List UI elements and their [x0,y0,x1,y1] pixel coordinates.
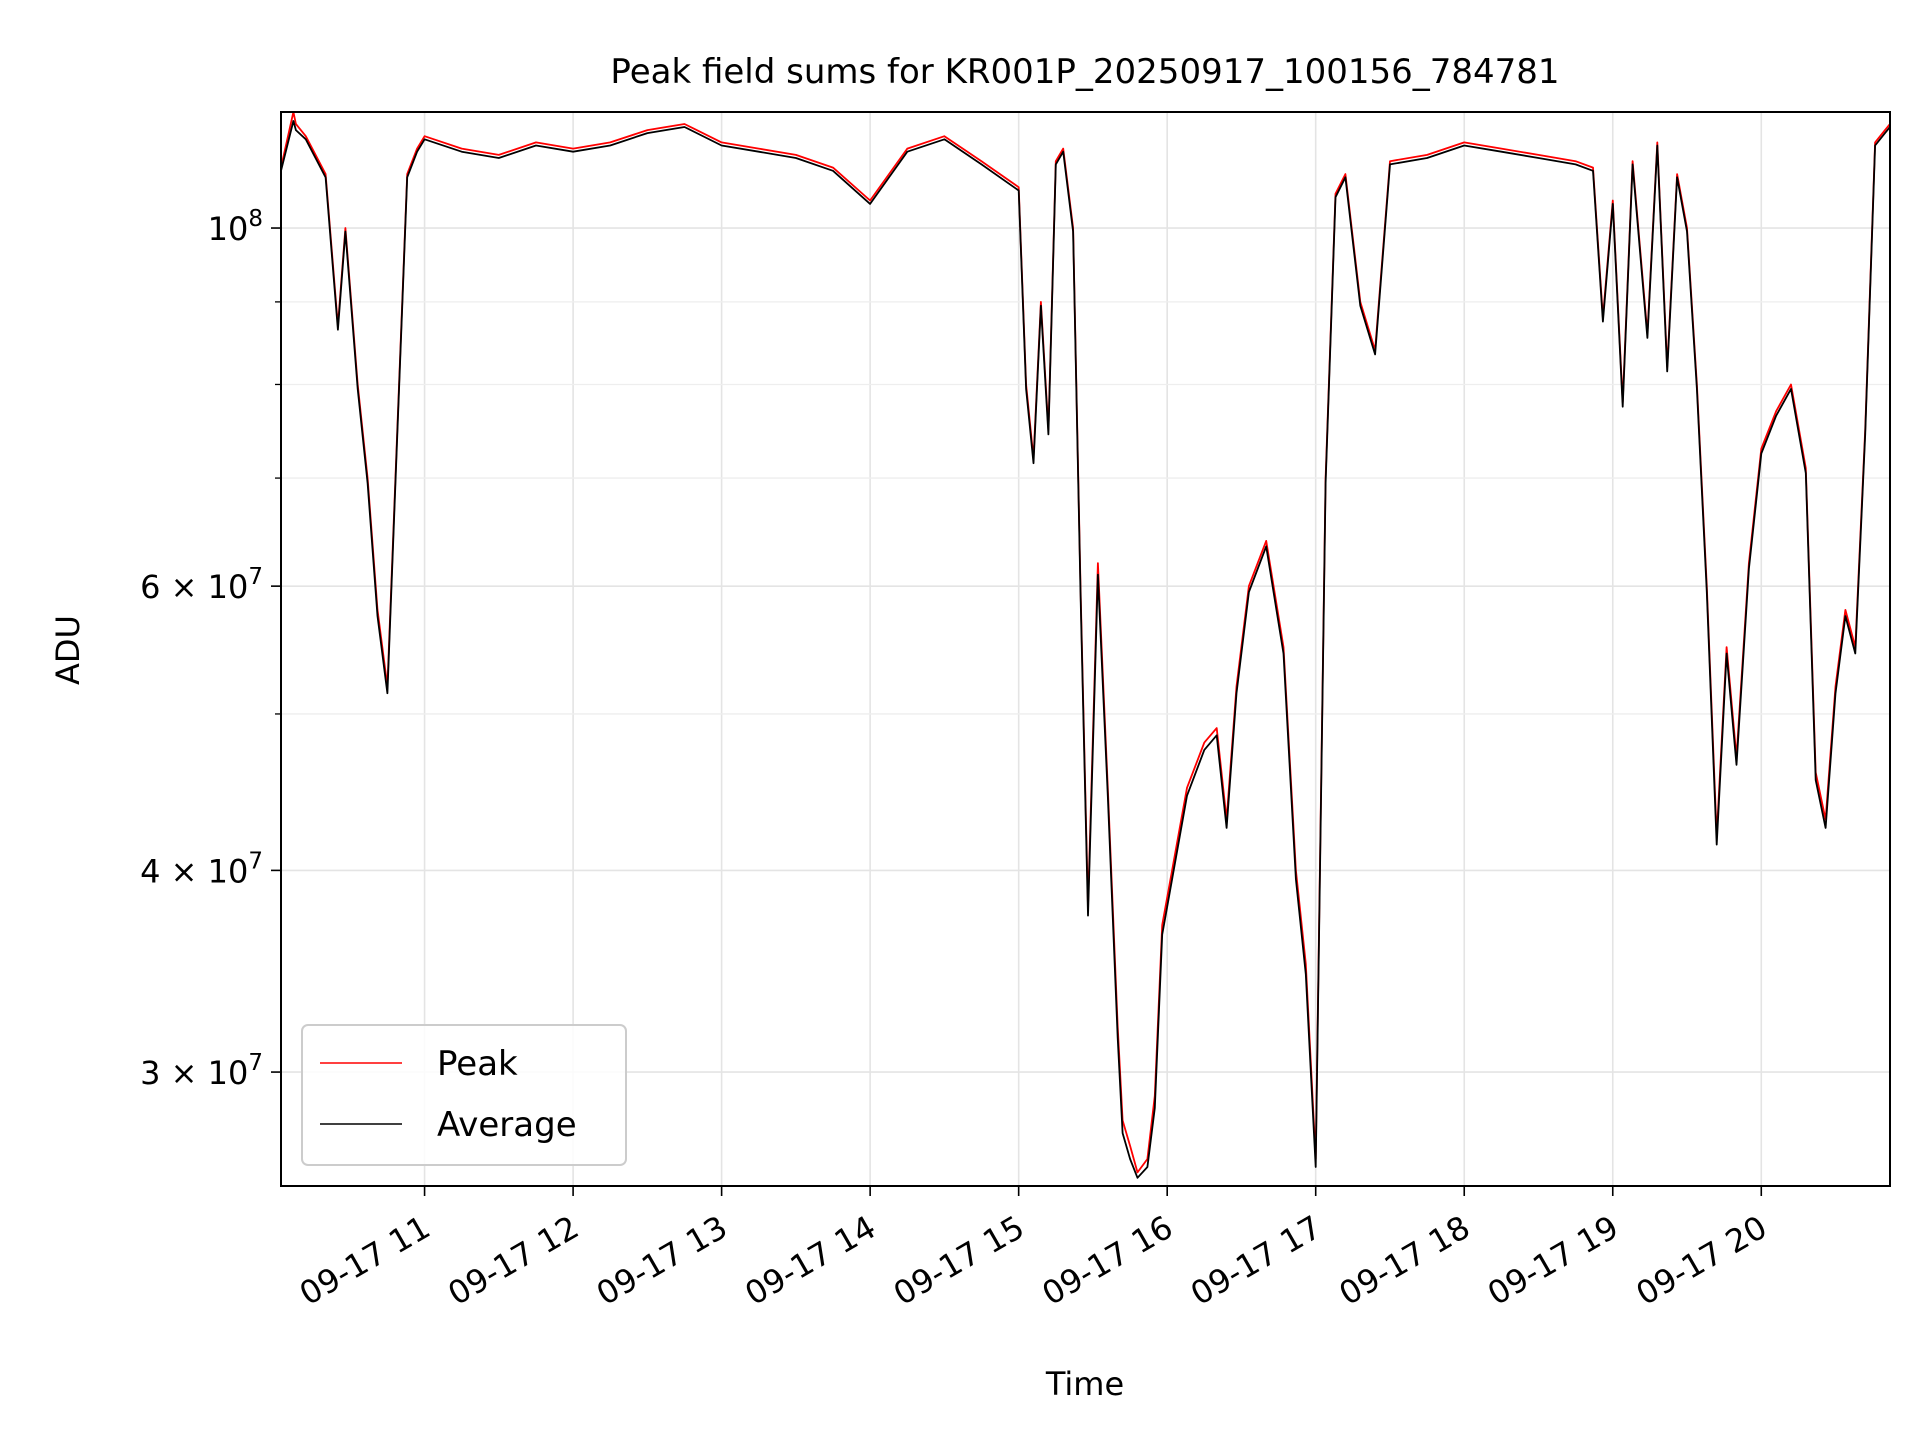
series-line-average [281,120,1890,1179]
plot-series [281,112,1890,1179]
y-tick-label: 4 × 107 [140,848,263,890]
legend-box [301,1024,627,1166]
y-axis: 108 6 × 107 4 × 107 3 × 107 [140,206,281,1092]
grid [281,112,1890,1186]
y-tick-label: 108 [208,206,263,248]
y-axis-label: ADU [49,615,87,685]
x-axis-label: Time [1045,1365,1124,1403]
y-tick-label: 6 × 107 [140,564,263,606]
legend: Peak Average [301,1024,627,1166]
chart-title: Peak field sums for KR001P_20250917_1001… [610,52,1559,92]
y-tick-label: 3 × 107 [140,1050,263,1092]
legend-label-peak: Peak [437,1044,518,1084]
legend-label-average: Average [437,1105,577,1145]
plot-frame [280,111,1891,1187]
